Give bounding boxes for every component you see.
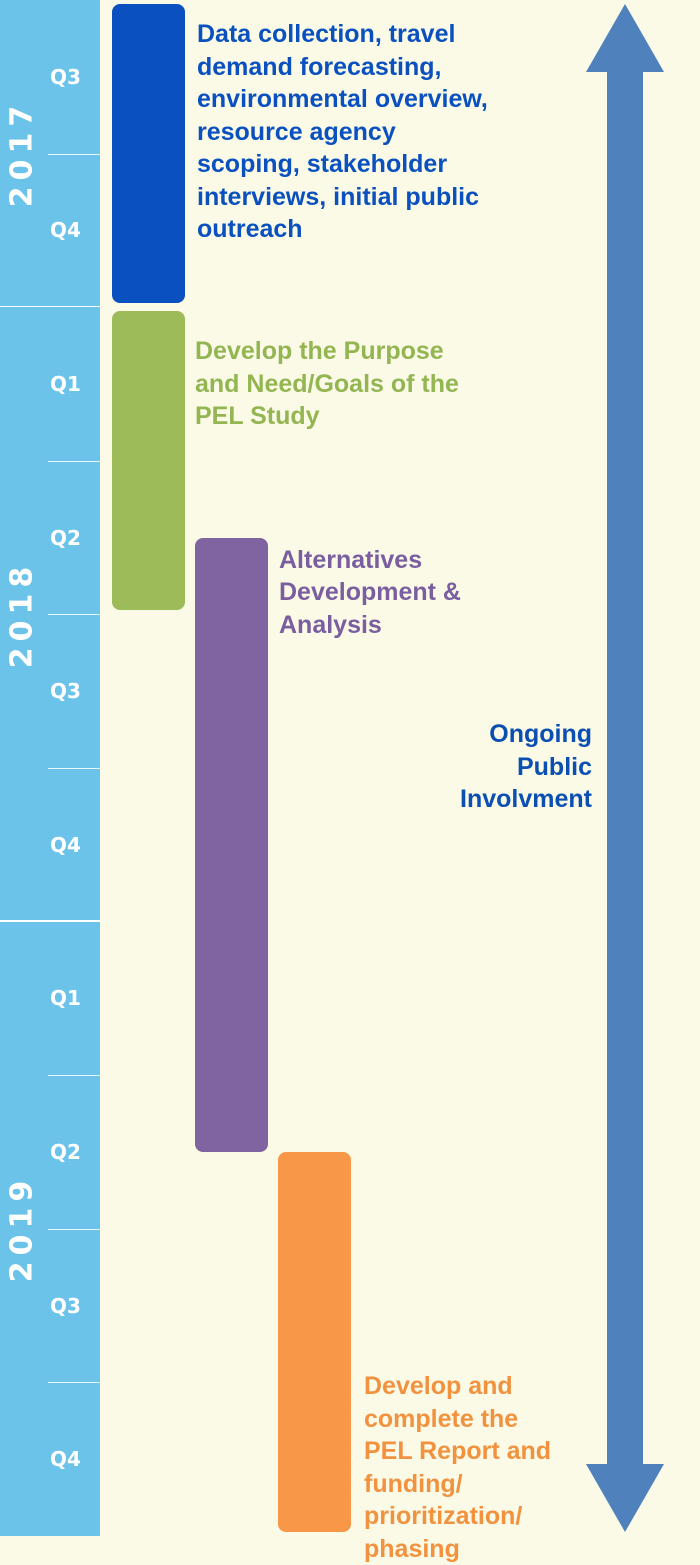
phase-label-line: PEL Report and [364, 1437, 552, 1466]
phase-label-line: phasing [364, 1534, 460, 1563]
phase-label-alternatives: Alternatives Development & Analysis [279, 544, 461, 642]
ongoing-line-3: Involvment [460, 785, 592, 813]
quarter-label-2018-q4: Q4 [50, 832, 81, 857]
ongoing-involvement-arrow [586, 4, 664, 1532]
phase-label-line: outreach [197, 215, 303, 243]
phase-label-line: PEL Study [195, 402, 320, 431]
quarter-label-2019-q2: Q2 [50, 1140, 81, 1164]
phase-bar-data-collection [112, 4, 185, 304]
phase-label-line: Development & [279, 578, 461, 607]
year-band-2018: 2018 [0, 307, 100, 922]
quarter-label-2017-q3: Q3 [50, 64, 81, 89]
phase-label-line: scoping, stakeholder [197, 150, 448, 178]
phase-label-pel-report: Develop and complete the PEL Report and fun… [364, 1370, 551, 1565]
year-label-text: 2018 [4, 560, 40, 669]
quarter-divider [48, 460, 100, 462]
phase-label-line: prioritization/ [364, 1502, 523, 1531]
quarter-label-2018-q3: Q3 [50, 679, 81, 704]
phase-label-line: Data collection, travel [197, 20, 456, 48]
ongoing-line-1: Ongoing [489, 720, 592, 748]
quarter-label-2019-q4: Q4 [50, 1447, 81, 1472]
phase-label-line: environmental overview, [197, 85, 488, 113]
quarter-divider [48, 614, 100, 616]
phase-label-line: and Need/Goals of the [195, 369, 459, 398]
year-label-text: 2017 [4, 99, 40, 208]
double-arrow-shape [586, 4, 664, 1532]
quarter-label-2019-q3: Q3 [50, 1293, 81, 1318]
phase-label-line: complete the [364, 1404, 519, 1433]
quarter-label-2019-q1: Q1 [50, 986, 81, 1011]
year-band-2019: 2019 [0, 921, 100, 1536]
quarter-divider [48, 1075, 100, 1077]
phase-bar-pel-report [278, 1152, 351, 1532]
quarter-label-2018-q2: Q2 [50, 525, 81, 550]
ongoing-involvement-label: Ongoing Public Involvment [372, 718, 592, 816]
quarter-label-2018-q1: Q1 [50, 372, 81, 396]
phase-label-line: Develop and [364, 1372, 513, 1401]
phase-label-line: resource agency [197, 117, 396, 146]
phase-label-line: interviews, initial public [197, 182, 480, 211]
phase-label-purpose-need: Develop the Purpose and Need/Goals of the… [195, 335, 459, 433]
phase-bar-purpose-need [112, 311, 185, 611]
phase-label-data-collection: Data collection, travel demand forecastin… [197, 18, 488, 246]
phase-bar-alternatives [195, 537, 268, 1152]
phase-label-line: Analysis [279, 610, 382, 639]
ongoing-line-2: Public [516, 752, 592, 781]
phase-label-line: Develop the Purpose [195, 337, 444, 366]
year-label-text: 2019 [4, 1175, 40, 1283]
phase-label-line: demand forecasting, [197, 52, 442, 81]
quarter-divider [48, 1228, 100, 1230]
phase-label-line: Alternatives [279, 545, 423, 574]
phase-label-line: funding/ [364, 1469, 463, 1498]
quarter-label-2017-q4: Q4 [50, 218, 81, 243]
quarter-divider [48, 768, 100, 769]
quarter-divider [48, 1382, 100, 1384]
quarter-divider [48, 153, 100, 155]
